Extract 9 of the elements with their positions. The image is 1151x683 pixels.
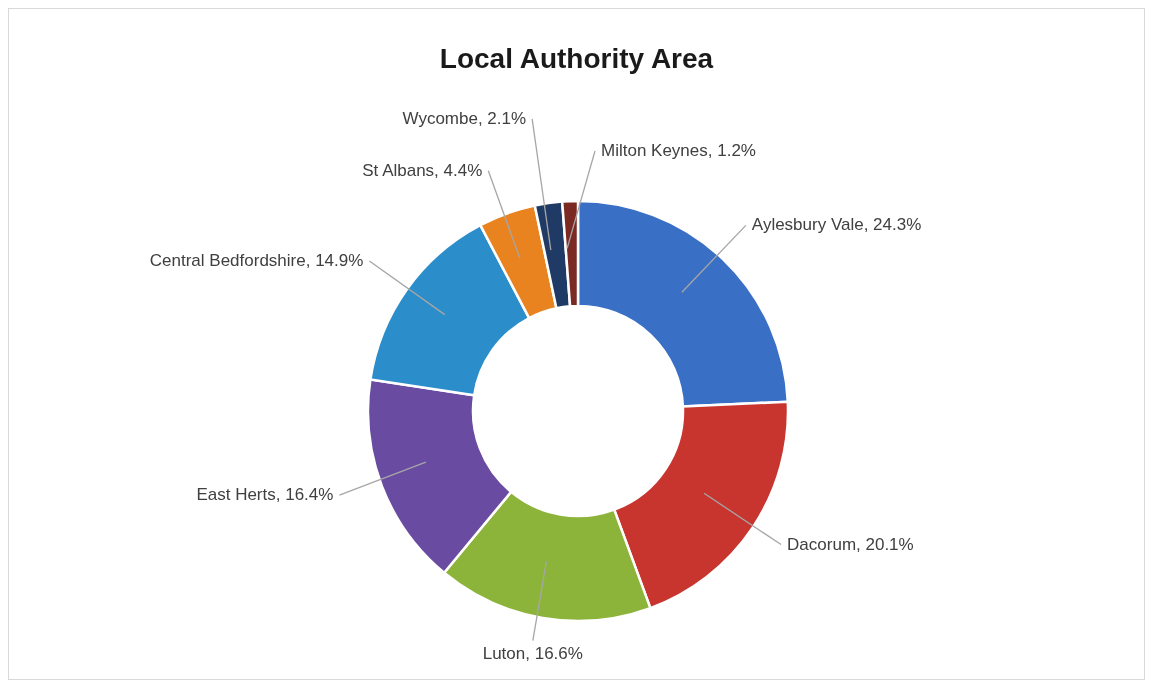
slice-label: Dacorum, 20.1%: [787, 533, 914, 556]
slice-label: Central Bedfordshire, 14.9%: [149, 249, 364, 272]
slice-label: Luton, 16.6%: [482, 642, 583, 665]
slice-label: East Herts, 16.4%: [196, 484, 334, 507]
slice-label: Aylesbury Vale, 24.3%: [751, 214, 922, 237]
slice-label: Wycombe, 2.1%: [402, 107, 527, 130]
chart-title: Local Authority Area: [438, 42, 715, 76]
slice-label: St Albans, 4.4%: [362, 159, 483, 182]
slice-label: Milton Keynes, 1.2%: [601, 140, 756, 162]
